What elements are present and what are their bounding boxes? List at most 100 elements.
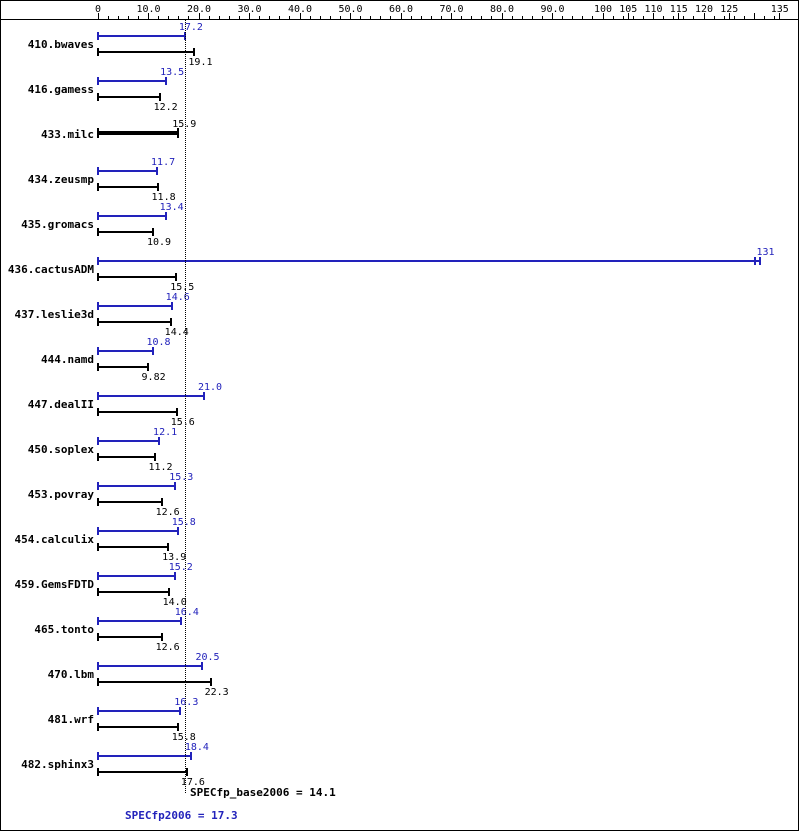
axis-tick-label: 60.0: [388, 4, 414, 15]
peak-value-label: 11.7: [151, 157, 176, 168]
base-bar: [98, 51, 195, 53]
bar-start-cap: [97, 633, 99, 641]
bar-start-cap: [97, 408, 99, 416]
axis-minor-tick: [117, 16, 119, 19]
bar-start-cap: [97, 32, 99, 40]
bar-end-cap: [160, 633, 163, 641]
bar-start-cap: [97, 617, 99, 625]
peak-bar: [98, 530, 178, 532]
axis-minor-tick: [137, 16, 139, 19]
axis-tick-label: 100: [593, 4, 613, 15]
bar-start-cap: [97, 318, 99, 326]
axis-tick-label: 70.0: [439, 4, 464, 15]
axis-tick-label: 20.0: [186, 4, 212, 15]
peak-bar: [98, 395, 205, 397]
benchmark-label: 465.tonto: [34, 623, 94, 636]
base-bar: [98, 636, 162, 638]
base-bar: [98, 546, 169, 548]
axis-tick-label: 115: [669, 4, 688, 15]
axis-major-tick: [703, 13, 705, 19]
base-bar: [98, 186, 158, 188]
axis-minor-tick: [228, 16, 230, 19]
base-bar: [98, 276, 177, 278]
axis-minor-tick: [309, 16, 311, 19]
peak-bar: [98, 620, 181, 622]
base-value-label: 15.6: [170, 417, 195, 428]
peak-bar: [98, 665, 202, 667]
axis-minor-tick: [420, 16, 422, 19]
axis-tick-label: 90.0: [540, 4, 565, 15]
bar-start-cap: [97, 128, 99, 138]
bar-start-cap: [97, 347, 99, 355]
axis-minor-tick: [289, 16, 291, 19]
axis-minor-tick: [632, 16, 634, 19]
bar-end-cap: [189, 752, 192, 760]
bar-start-cap: [97, 302, 99, 310]
bar-start-cap: [97, 707, 99, 715]
base-bar: [98, 321, 171, 323]
bar-start-cap: [97, 572, 99, 580]
bar-start-cap: [97, 48, 99, 56]
axis-minor-tick: [319, 16, 321, 19]
benchmark-label: 410.bwaves: [27, 38, 94, 51]
axis-minor-tick: [541, 16, 543, 19]
peak-value-label: 16.3: [174, 697, 199, 708]
peak-bar: [98, 710, 181, 712]
bar-start-cap: [97, 392, 99, 400]
bar-end-cap: [146, 363, 149, 371]
axis-tick-label: 125: [720, 4, 739, 15]
axis-minor-tick: [693, 16, 695, 19]
axis-tick-label: 30.0: [237, 4, 262, 15]
peak-value-label: 17.2: [178, 22, 203, 33]
peak-bar: [98, 215, 166, 217]
bar-start-cap: [97, 588, 99, 596]
bar-end-cap: [179, 617, 182, 625]
peak-value-label: 15.2: [168, 562, 193, 573]
axis-major-tick: [653, 13, 654, 19]
axis-minor-tick: [562, 16, 564, 19]
base-value-label: 14.0: [162, 597, 187, 608]
axis-minor-tick: [339, 16, 341, 19]
axis-tick-label: 50.0: [338, 4, 363, 15]
axis-minor-tick: [592, 16, 594, 19]
benchmark-label: 454.calculix: [14, 533, 94, 546]
bar-end-cap: [193, 48, 196, 56]
bar-end-cap: [176, 527, 179, 535]
bar-start-cap: [97, 93, 99, 101]
peak-value-label: 131: [756, 247, 775, 258]
axis-major-tick: [350, 13, 351, 19]
bar-end-cap: [179, 707, 182, 715]
bar-end-cap: [164, 212, 167, 220]
axis-tick-label: 10.0: [136, 4, 161, 15]
reference-line: [184, 19, 186, 793]
bar-start-cap: [97, 527, 99, 535]
base-value-label: 17.6: [180, 777, 205, 788]
peak-metric-label: SPECfp2006 = 17.3: [125, 809, 238, 822]
bar-start-cap: [97, 768, 99, 776]
axis-minor-tick: [461, 16, 463, 19]
peak-value-label: 15.3: [169, 472, 194, 483]
base-bar: [98, 726, 178, 728]
axis-minor-tick: [673, 16, 675, 19]
base-bar: [98, 366, 148, 368]
axis-minor-tick: [208, 16, 210, 19]
peak-bar: [98, 485, 176, 487]
base-value-label: 15.8: [171, 732, 196, 743]
benchmark-label: 437.leslie3d: [14, 308, 94, 321]
axis-major-tick: [400, 13, 402, 19]
base-value-label: 12.6: [155, 507, 180, 518]
bar-start-cap: [97, 212, 99, 220]
axis-minor-tick: [158, 16, 160, 19]
axis-minor-tick: [188, 16, 190, 19]
axis-minor-tick: [764, 16, 766, 19]
peak-value-label: 16.4: [174, 607, 199, 618]
bar-start-cap: [97, 257, 99, 265]
base-value-label: 22.3: [204, 687, 229, 698]
benchmark-label: 447.dealII: [27, 398, 94, 411]
axis-minor-tick: [440, 16, 442, 19]
peak-value-label: 14.6: [165, 292, 190, 303]
axis-minor-tick: [582, 16, 584, 19]
axis-minor-tick: [521, 16, 523, 19]
axis-minor-tick: [733, 16, 735, 19]
axis-minor-tick: [370, 16, 372, 19]
